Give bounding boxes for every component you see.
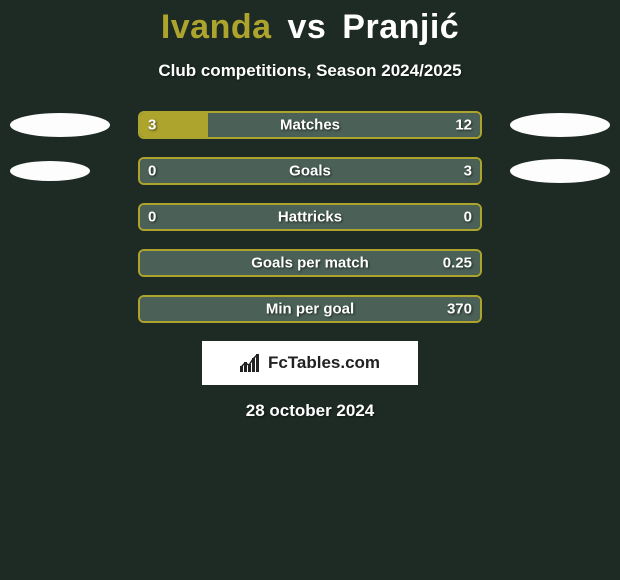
player2-name: Pranjić	[342, 8, 459, 46]
stat-label: Matches	[280, 117, 340, 134]
player2-badge	[510, 113, 610, 137]
stat-row: 0 0 Hattricks	[0, 203, 620, 231]
player1-badge	[10, 113, 110, 137]
date-label: 28 october 2024	[0, 401, 620, 421]
stat-row: 3 12 Matches	[0, 111, 620, 139]
player2-badge	[510, 159, 610, 183]
stat-row: 0 3 Goals	[0, 157, 620, 185]
brand-text: FcTables.com	[268, 353, 380, 373]
stat-row: 370 Min per goal	[0, 295, 620, 323]
brand-box: FcTables.com	[202, 341, 418, 385]
stat-label: Goals	[289, 163, 331, 180]
stat-right-value: 12	[455, 117, 472, 134]
stat-left-value: 0	[148, 209, 156, 226]
stat-bar-right	[208, 113, 480, 137]
stat-left-value: 0	[148, 163, 156, 180]
stat-label: Goals per match	[251, 255, 369, 272]
stat-right-value: 0	[464, 209, 472, 226]
vs-label: vs	[288, 8, 327, 46]
stat-label: Min per goal	[266, 301, 354, 318]
player1-name: Ivanda	[161, 8, 272, 46]
comparison-title: Ivanda vs Pranjić	[0, 0, 620, 47]
stat-row: 0.25 Goals per match	[0, 249, 620, 277]
stat-left-value: 3	[148, 117, 156, 134]
stat-label: Hattricks	[278, 209, 342, 226]
stat-rows: 3 12 Matches 0 3 Goals 0 0 Hattricks 0.25 Goals pe…	[0, 111, 620, 323]
stat-right-value: 3	[464, 163, 472, 180]
stat-right-value: 370	[447, 301, 472, 318]
subtitle: Club competitions, Season 2024/2025	[0, 61, 620, 81]
stat-right-value: 0.25	[443, 255, 472, 272]
chart-icon	[240, 354, 262, 372]
player1-badge	[10, 161, 90, 181]
